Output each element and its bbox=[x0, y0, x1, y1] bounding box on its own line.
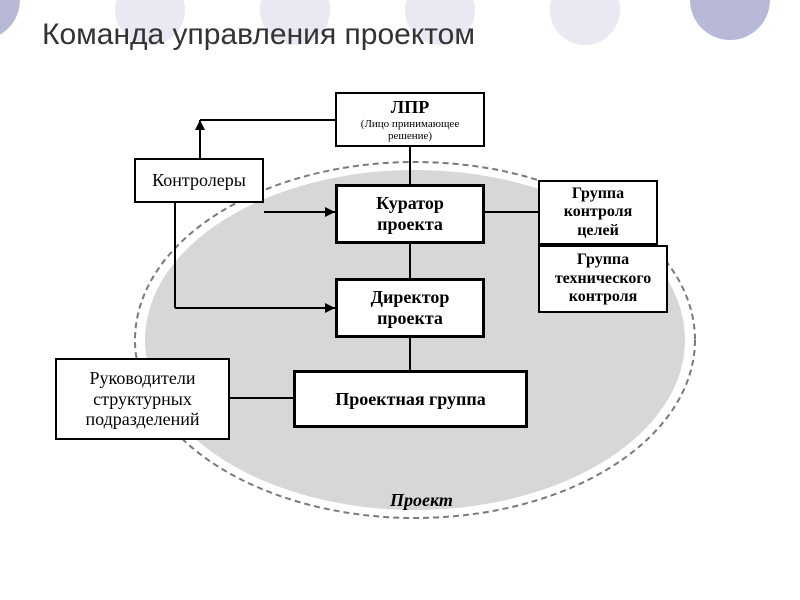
node-project_group: Проектная группа bbox=[293, 370, 528, 428]
node-title: Директор проекта bbox=[348, 287, 472, 328]
node-heads: Руководители структурных подразделений bbox=[55, 358, 230, 440]
page-title: Команда управления проектом bbox=[42, 18, 475, 52]
node-director: Директор проекта bbox=[335, 278, 485, 338]
node-title: Куратор проекта bbox=[348, 193, 472, 234]
node-curator: Куратор проекта bbox=[335, 184, 485, 244]
project-label: Проект bbox=[390, 490, 453, 511]
node-title: ЛПР bbox=[391, 97, 429, 118]
node-title: Проектная группа bbox=[335, 389, 486, 410]
node-group_tech: Группа технического контроля bbox=[538, 245, 668, 313]
node-title: Группа контроля целей bbox=[550, 185, 646, 240]
node-controllers: Контролеры bbox=[134, 158, 264, 203]
node-group_goals: Группа контроля целей bbox=[538, 180, 658, 245]
node-title: Группа технического контроля bbox=[550, 251, 656, 306]
node-text: Контролеры bbox=[152, 170, 246, 191]
node-lpr: ЛПР(Лицо принимающее решение) bbox=[335, 92, 485, 147]
node-text: Руководители структурных подразделений bbox=[67, 368, 218, 430]
node-subtitle: (Лицо принимающее решение) bbox=[347, 118, 473, 142]
